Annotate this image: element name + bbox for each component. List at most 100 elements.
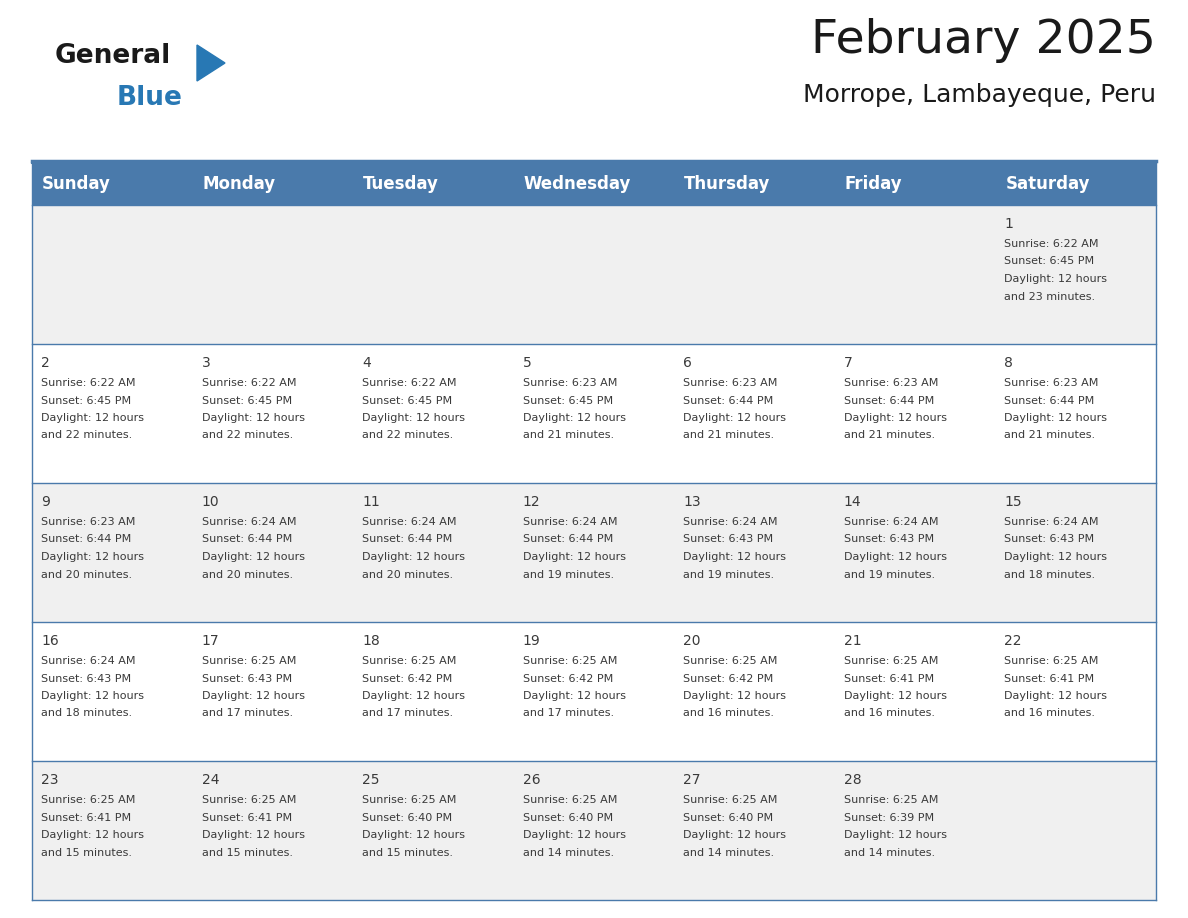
Text: 2: 2: [42, 356, 50, 370]
Text: Daylight: 12 hours: Daylight: 12 hours: [523, 413, 626, 423]
Text: Sunrise: 6:25 AM: Sunrise: 6:25 AM: [1004, 656, 1099, 666]
Text: Sunrise: 6:23 AM: Sunrise: 6:23 AM: [843, 378, 939, 388]
Text: and 14 minutes.: and 14 minutes.: [843, 847, 935, 857]
Text: Daylight: 12 hours: Daylight: 12 hours: [1004, 691, 1107, 701]
Text: Sunset: 6:45 PM: Sunset: 6:45 PM: [362, 396, 453, 406]
Text: Sunrise: 6:22 AM: Sunrise: 6:22 AM: [1004, 239, 1099, 249]
Text: Daylight: 12 hours: Daylight: 12 hours: [362, 413, 466, 423]
Text: 1: 1: [1004, 217, 1013, 231]
Text: and 19 minutes.: and 19 minutes.: [843, 569, 935, 579]
Text: 22: 22: [1004, 634, 1022, 648]
Text: and 17 minutes.: and 17 minutes.: [202, 709, 292, 719]
Text: Sunset: 6:44 PM: Sunset: 6:44 PM: [683, 396, 773, 406]
Text: Daylight: 12 hours: Daylight: 12 hours: [42, 830, 144, 840]
Text: Sunset: 6:45 PM: Sunset: 6:45 PM: [523, 396, 613, 406]
Text: and 20 minutes.: and 20 minutes.: [42, 569, 132, 579]
Text: and 22 minutes.: and 22 minutes.: [42, 431, 132, 441]
Text: 20: 20: [683, 634, 701, 648]
Text: Sunrise: 6:23 AM: Sunrise: 6:23 AM: [1004, 378, 1099, 388]
Text: Tuesday: Tuesday: [364, 175, 440, 193]
Text: and 20 minutes.: and 20 minutes.: [202, 569, 292, 579]
Text: Sunrise: 6:22 AM: Sunrise: 6:22 AM: [42, 378, 135, 388]
Text: Sunset: 6:40 PM: Sunset: 6:40 PM: [683, 812, 773, 823]
Text: Sunrise: 6:25 AM: Sunrise: 6:25 AM: [523, 795, 617, 805]
Text: and 19 minutes.: and 19 minutes.: [683, 569, 775, 579]
Text: Saturday: Saturday: [1005, 175, 1089, 193]
Text: and 14 minutes.: and 14 minutes.: [683, 847, 775, 857]
Text: 13: 13: [683, 495, 701, 509]
Text: Sunset: 6:44 PM: Sunset: 6:44 PM: [843, 396, 934, 406]
Text: and 23 minutes.: and 23 minutes.: [1004, 292, 1095, 301]
Text: and 21 minutes.: and 21 minutes.: [683, 431, 775, 441]
Text: and 20 minutes.: and 20 minutes.: [362, 569, 454, 579]
Text: and 18 minutes.: and 18 minutes.: [42, 709, 132, 719]
Text: Daylight: 12 hours: Daylight: 12 hours: [1004, 413, 1107, 423]
Text: Sunrise: 6:25 AM: Sunrise: 6:25 AM: [202, 656, 296, 666]
Text: and 21 minutes.: and 21 minutes.: [523, 431, 614, 441]
Text: Sunset: 6:39 PM: Sunset: 6:39 PM: [843, 812, 934, 823]
Text: 23: 23: [42, 773, 58, 787]
Text: Daylight: 12 hours: Daylight: 12 hours: [362, 830, 466, 840]
Bar: [32, 344, 1156, 483]
Text: and 15 minutes.: and 15 minutes.: [42, 847, 132, 857]
Text: Sunrise: 6:25 AM: Sunrise: 6:25 AM: [362, 656, 456, 666]
Text: 18: 18: [362, 634, 380, 648]
Text: Daylight: 12 hours: Daylight: 12 hours: [683, 552, 786, 562]
Text: and 17 minutes.: and 17 minutes.: [362, 709, 454, 719]
Text: and 16 minutes.: and 16 minutes.: [843, 709, 935, 719]
Text: Sunday: Sunday: [42, 175, 110, 193]
Text: 12: 12: [523, 495, 541, 509]
Text: Sunrise: 6:25 AM: Sunrise: 6:25 AM: [683, 656, 778, 666]
Text: and 14 minutes.: and 14 minutes.: [523, 847, 614, 857]
Text: 16: 16: [42, 634, 58, 648]
Text: Daylight: 12 hours: Daylight: 12 hours: [42, 691, 144, 701]
Text: Daylight: 12 hours: Daylight: 12 hours: [42, 413, 144, 423]
Text: 10: 10: [202, 495, 220, 509]
Text: Sunrise: 6:25 AM: Sunrise: 6:25 AM: [523, 656, 617, 666]
Text: Sunset: 6:44 PM: Sunset: 6:44 PM: [362, 534, 453, 544]
Text: Sunset: 6:44 PM: Sunset: 6:44 PM: [42, 534, 131, 544]
Text: Sunset: 6:43 PM: Sunset: 6:43 PM: [202, 674, 292, 684]
Text: Sunrise: 6:24 AM: Sunrise: 6:24 AM: [42, 656, 135, 666]
Text: Sunrise: 6:24 AM: Sunrise: 6:24 AM: [523, 517, 618, 527]
Text: and 21 minutes.: and 21 minutes.: [843, 431, 935, 441]
Bar: [32, 622, 1156, 761]
Bar: [32, 483, 1156, 622]
Text: Daylight: 12 hours: Daylight: 12 hours: [683, 413, 786, 423]
Text: Sunrise: 6:25 AM: Sunrise: 6:25 AM: [843, 795, 939, 805]
Text: Sunrise: 6:25 AM: Sunrise: 6:25 AM: [683, 795, 778, 805]
Bar: [32, 163, 1156, 205]
Text: General: General: [55, 43, 171, 69]
Text: Daylight: 12 hours: Daylight: 12 hours: [523, 830, 626, 840]
Text: Sunrise: 6:24 AM: Sunrise: 6:24 AM: [1004, 517, 1099, 527]
Text: Daylight: 12 hours: Daylight: 12 hours: [683, 691, 786, 701]
Text: and 16 minutes.: and 16 minutes.: [683, 709, 775, 719]
Polygon shape: [197, 45, 225, 81]
Text: 17: 17: [202, 634, 220, 648]
Text: and 15 minutes.: and 15 minutes.: [362, 847, 453, 857]
Text: 8: 8: [1004, 356, 1013, 370]
Text: 26: 26: [523, 773, 541, 787]
Text: and 19 minutes.: and 19 minutes.: [523, 569, 614, 579]
Text: Sunset: 6:43 PM: Sunset: 6:43 PM: [843, 534, 934, 544]
Text: Sunset: 6:44 PM: Sunset: 6:44 PM: [523, 534, 613, 544]
Text: Daylight: 12 hours: Daylight: 12 hours: [843, 552, 947, 562]
Text: Sunrise: 6:25 AM: Sunrise: 6:25 AM: [202, 795, 296, 805]
Text: Sunrise: 6:24 AM: Sunrise: 6:24 AM: [683, 517, 778, 527]
Text: Sunrise: 6:24 AM: Sunrise: 6:24 AM: [202, 517, 296, 527]
Text: Sunset: 6:42 PM: Sunset: 6:42 PM: [523, 674, 613, 684]
Text: Daylight: 12 hours: Daylight: 12 hours: [1004, 552, 1107, 562]
Text: Daylight: 12 hours: Daylight: 12 hours: [1004, 274, 1107, 284]
Text: Sunrise: 6:25 AM: Sunrise: 6:25 AM: [362, 795, 456, 805]
Text: 4: 4: [362, 356, 371, 370]
Bar: [32, 205, 1156, 344]
Text: Sunrise: 6:24 AM: Sunrise: 6:24 AM: [362, 517, 456, 527]
Text: Monday: Monday: [203, 175, 276, 193]
Text: 7: 7: [843, 356, 853, 370]
Text: 27: 27: [683, 773, 701, 787]
Text: Sunset: 6:41 PM: Sunset: 6:41 PM: [202, 812, 292, 823]
Text: 14: 14: [843, 495, 861, 509]
Text: Sunset: 6:40 PM: Sunset: 6:40 PM: [362, 812, 453, 823]
Text: Friday: Friday: [845, 175, 903, 193]
Text: Sunset: 6:44 PM: Sunset: 6:44 PM: [202, 534, 292, 544]
